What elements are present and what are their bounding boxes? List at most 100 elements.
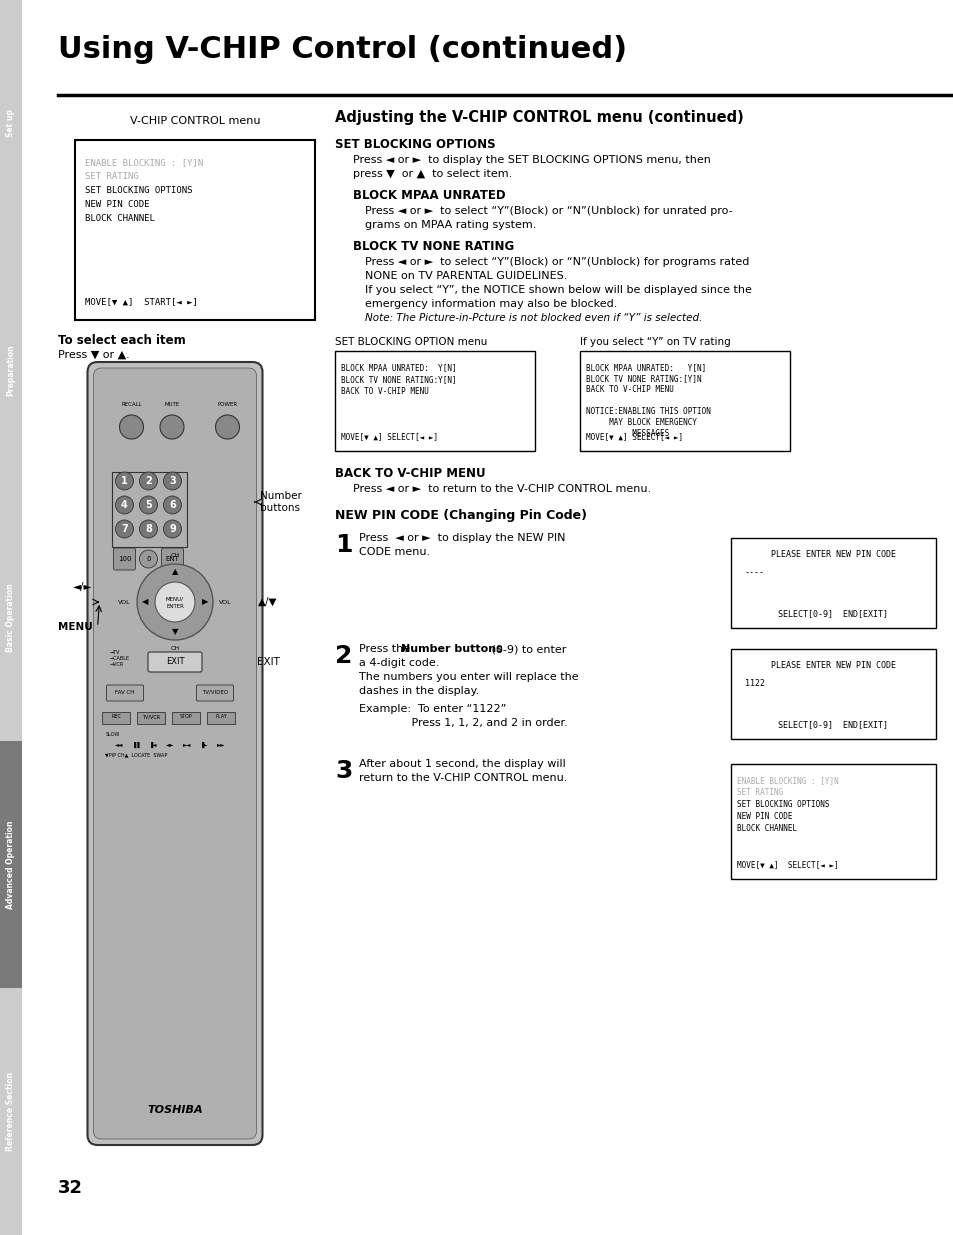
Text: BLOCK MPAA UNRATED:  Y[N]: BLOCK MPAA UNRATED: Y[N]: [340, 363, 456, 372]
Circle shape: [119, 415, 143, 438]
FancyBboxPatch shape: [148, 652, 202, 672]
Text: SET BLOCKING OPTION menu: SET BLOCKING OPTION menu: [335, 337, 487, 347]
Bar: [0, 494, 22, 741]
Text: BLOCK TV NONE RATING:[Y]N: BLOCK TV NONE RATING:[Y]N: [585, 374, 700, 383]
Text: 6: 6: [169, 500, 175, 510]
Text: Preparation: Preparation: [7, 345, 15, 396]
Text: MUTE: MUTE: [164, 403, 179, 408]
Text: TV/VCR: TV/VCR: [142, 715, 160, 720]
Text: RECALL: RECALL: [121, 403, 142, 408]
FancyBboxPatch shape: [88, 362, 262, 1145]
Text: ◀: ◀: [142, 598, 148, 606]
Text: If you select “Y” on TV rating: If you select “Y” on TV rating: [579, 337, 730, 347]
Circle shape: [215, 415, 239, 438]
Text: BLOCK MPAA UNRATED:   Y[N]: BLOCK MPAA UNRATED: Y[N]: [585, 363, 705, 372]
Circle shape: [139, 472, 157, 490]
Bar: [0, 0, 22, 247]
Circle shape: [163, 472, 181, 490]
Text: ▲: ▲: [172, 568, 178, 577]
Text: ▐▐: ▐▐: [132, 742, 141, 748]
Text: ENABLE BLOCKING : [Y]N: ENABLE BLOCKING : [Y]N: [85, 158, 203, 167]
Text: press ▼  or ▲  to select item.: press ▼ or ▲ to select item.: [353, 169, 512, 179]
Text: Press ◄ or ►  to select “Y”(Block) or “N”(Unblock) for programs rated: Press ◄ or ► to select “Y”(Block) or “N”…: [365, 257, 749, 267]
Bar: [730, 764, 935, 879]
Text: 1: 1: [121, 475, 128, 487]
Text: SET RATING: SET RATING: [85, 172, 138, 182]
Text: STOP: STOP: [180, 715, 193, 720]
Bar: [137, 713, 165, 724]
Text: PLEASE ENTER NEW PIN CODE: PLEASE ENTER NEW PIN CODE: [770, 550, 895, 559]
Text: PLEASE ENTER NEW PIN CODE: PLEASE ENTER NEW PIN CODE: [770, 661, 895, 671]
Text: Press ◄ or ►  to display the SET BLOCKING OPTIONS menu, then: Press ◄ or ► to display the SET BLOCKING…: [353, 156, 710, 165]
Text: MESSAGES: MESSAGES: [585, 429, 669, 438]
Text: Press 1, 1, 2, and 2 in order.: Press 1, 1, 2, and 2 in order.: [358, 718, 567, 727]
Text: 1: 1: [335, 534, 352, 557]
Circle shape: [163, 496, 181, 514]
Text: POWER: POWER: [217, 403, 237, 408]
Bar: [579, 351, 789, 451]
Text: 3: 3: [335, 760, 352, 783]
Text: CODE menu.: CODE menu.: [358, 547, 430, 557]
Text: (0-9) to enter: (0-9) to enter: [488, 643, 566, 655]
Text: Press ▼ or ▲.: Press ▼ or ▲.: [58, 350, 130, 359]
Text: Reference Section: Reference Section: [7, 1072, 15, 1151]
Text: MOVE[▼ ▲]  SELECT[◄ ►]: MOVE[▼ ▲] SELECT[◄ ►]: [737, 860, 838, 869]
Text: To select each item: To select each item: [58, 333, 186, 347]
Text: ▐►: ▐►: [200, 742, 209, 748]
Text: BLOCK TV NONE RATING: BLOCK TV NONE RATING: [353, 240, 514, 253]
Text: ►►: ►►: [217, 742, 226, 747]
Text: 2: 2: [145, 475, 152, 487]
Text: MENU: MENU: [58, 622, 92, 632]
Text: 9: 9: [169, 524, 175, 534]
Text: BACK TO V-CHIP MENU: BACK TO V-CHIP MENU: [340, 387, 429, 396]
Text: ◄◄: ◄◄: [115, 742, 124, 747]
Text: Advanced Operation: Advanced Operation: [7, 820, 15, 909]
Text: PLAY: PLAY: [215, 715, 227, 720]
Text: NONE on TV PARENTAL GUIDELINES.: NONE on TV PARENTAL GUIDELINES.: [365, 270, 567, 282]
Text: MOVE[▼ ▲]  START[◄ ►]: MOVE[▼ ▲] START[◄ ►]: [85, 296, 197, 306]
Text: Press ◄ or ►  to return to the V-CHIP CONTROL menu.: Press ◄ or ► to return to the V-CHIP CON…: [353, 484, 651, 494]
Text: MENU/: MENU/: [166, 597, 184, 601]
Bar: [0, 988, 22, 1235]
Text: Example:  To enter “1122”: Example: To enter “1122”: [358, 704, 506, 714]
FancyBboxPatch shape: [93, 368, 256, 1139]
Text: EXIT: EXIT: [257, 657, 280, 667]
Text: Using V-CHIP Control (continued): Using V-CHIP Control (continued): [58, 35, 626, 64]
Bar: [730, 538, 935, 629]
Text: NEW PIN CODE: NEW PIN CODE: [737, 811, 792, 821]
Text: REC: REC: [112, 715, 121, 720]
Text: ▶: ▶: [201, 598, 208, 606]
Text: Basic Operation: Basic Operation: [7, 583, 15, 652]
Text: 5: 5: [145, 500, 152, 510]
Text: 100: 100: [117, 556, 132, 562]
Text: 1122: 1122: [744, 679, 764, 688]
Bar: [730, 650, 935, 739]
Text: 8: 8: [145, 524, 152, 534]
Text: The numbers you enter will replace the: The numbers you enter will replace the: [358, 672, 578, 682]
Text: CH: CH: [171, 553, 179, 558]
Text: SELECT[0-9]  END[EXIT]: SELECT[0-9] END[EXIT]: [778, 720, 887, 729]
Text: VOL: VOL: [219, 599, 232, 604]
Bar: [172, 713, 200, 724]
Text: Set up: Set up: [7, 110, 15, 137]
Text: SET RATING: SET RATING: [737, 788, 782, 797]
Text: ----: ----: [744, 568, 764, 577]
Text: NOTICE:ENABLING THIS OPTION: NOTICE:ENABLING THIS OPTION: [585, 408, 710, 416]
Text: ▼PIP CH▲  LOCATE  SWAP: ▼PIP CH▲ LOCATE SWAP: [106, 752, 168, 757]
Text: emergency information may also be blocked.: emergency information may also be blocke…: [365, 299, 617, 309]
Text: BLOCK CHANNEL: BLOCK CHANNEL: [85, 214, 154, 224]
Bar: [335, 351, 535, 451]
Circle shape: [160, 415, 184, 438]
Circle shape: [115, 520, 133, 538]
Text: ▼: ▼: [172, 627, 178, 636]
FancyBboxPatch shape: [107, 685, 143, 701]
Circle shape: [139, 496, 157, 514]
Text: BLOCK MPAA UNRATED: BLOCK MPAA UNRATED: [353, 189, 505, 203]
Text: Press  ◄ or ►  to display the NEW PIN: Press ◄ or ► to display the NEW PIN: [358, 534, 565, 543]
FancyBboxPatch shape: [113, 548, 135, 571]
Text: 2: 2: [335, 643, 352, 668]
Bar: [0, 247, 22, 494]
Circle shape: [154, 582, 194, 622]
Bar: [112, 472, 188, 547]
Text: After about 1 second, the display will: After about 1 second, the display will: [358, 760, 565, 769]
